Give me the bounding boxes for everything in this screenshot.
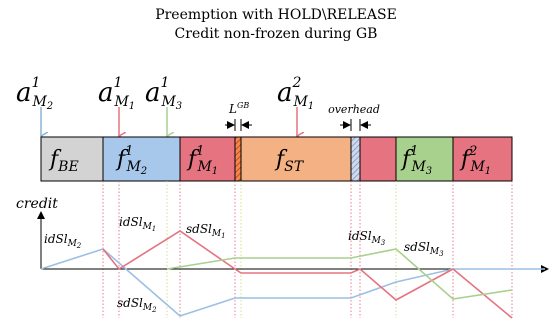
- block-label-fst: fST: [274, 147, 305, 175]
- timeline-block-overhead: [350, 136, 361, 182]
- diagram-title-line2: Credit non-frozen during GB: [175, 26, 378, 42]
- credit-curve-m2: [40, 248, 545, 317]
- timeline-block-fbe: [40, 136, 104, 182]
- arrival-label-a2-m1: a2 M1: [277, 75, 314, 112]
- timeline-block-fst: [240, 136, 352, 182]
- block-label-f1m1-a: f1 M1: [186, 144, 218, 177]
- arrival-label-a1-m3: a1 M3: [145, 75, 182, 112]
- credit-curve-m1: [102, 230, 513, 319]
- timeline-block-f1m2: [102, 136, 181, 182]
- timeline-block-f1m1-a: [179, 136, 236, 182]
- block-label-f1m3: f1 M3: [400, 144, 432, 177]
- arrival-label-a1-m2: a1 M2: [16, 75, 53, 112]
- credit-label-idsl-m1: idSlM1: [119, 215, 156, 233]
- credit-label-sdsl-m1: sdSlM1: [186, 222, 226, 240]
- credit-label-sdsl-m3: sdSlM3: [404, 240, 444, 258]
- timeline-bar: [40, 136, 513, 182]
- overhead-label: overhead: [328, 103, 380, 116]
- credit-label-sdsl-m2: sdSlM2: [117, 296, 157, 314]
- timeline-block-f1m3: [395, 136, 454, 182]
- timeline-block-guard: [234, 136, 242, 182]
- credit-curve-m3: [166, 248, 513, 300]
- timeline-block-f2m1: [452, 136, 513, 182]
- credit-label-idsl-m3: idSlM3: [348, 229, 386, 247]
- credit-label-idsl-m2: idSlM2: [44, 232, 82, 250]
- block-label-f2m1: f2 M1: [459, 144, 491, 177]
- block-label-f1m2: f1 M2: [115, 144, 147, 177]
- diagram-title-line1: Preemption with HOLD\RELEASE: [155, 7, 397, 23]
- arrival-label-a1-m1: a1 M1: [98, 75, 135, 112]
- credit-axis-label: credit: [16, 196, 58, 212]
- timeline-block-f1m1-b: [359, 136, 397, 182]
- guard-band-label: LGB: [228, 101, 249, 116]
